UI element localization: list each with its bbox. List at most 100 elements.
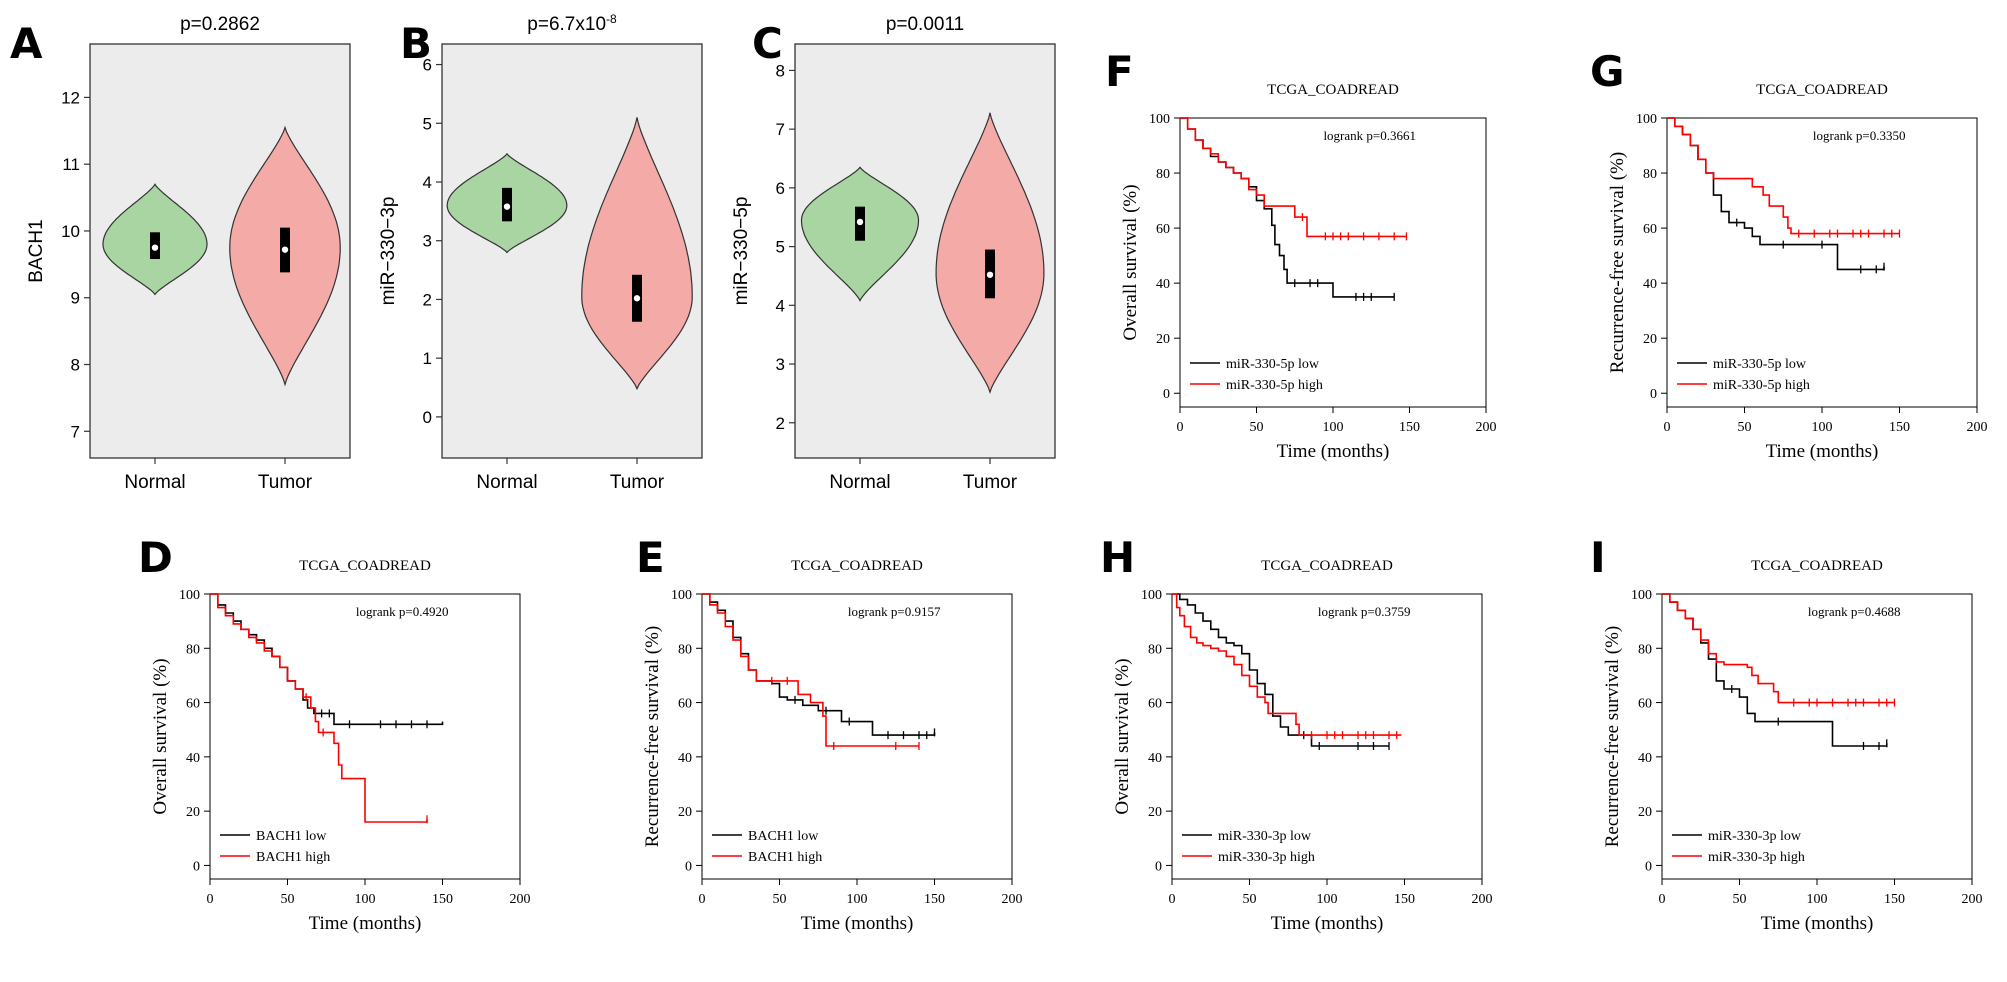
survival-curve-low bbox=[1172, 593, 1389, 747]
legend-label: BACH1 high bbox=[256, 850, 330, 865]
x-tick-label: 100 bbox=[1812, 420, 1833, 435]
panel-label: D bbox=[138, 533, 173, 582]
x-tick-label: 0 bbox=[1659, 892, 1666, 907]
x-tick-label: 200 bbox=[510, 892, 531, 907]
x-axis-label: Time (months) bbox=[1271, 913, 1384, 934]
x-tick-label: 100 bbox=[1317, 892, 1338, 907]
legend-label: BACH1 high bbox=[748, 850, 822, 865]
survival-curve-low bbox=[1180, 117, 1395, 298]
median-dot bbox=[633, 295, 641, 302]
x-tick-label: 150 bbox=[432, 892, 453, 907]
y-tick-label: 80 bbox=[1643, 167, 1657, 182]
y-tick-label: 20 bbox=[1643, 332, 1657, 347]
y-tick-label: 8 bbox=[71, 356, 80, 375]
survival-curve-high bbox=[1662, 593, 1895, 704]
x-tick-label: 50 bbox=[1738, 420, 1752, 435]
y-tick-label: 0 bbox=[685, 859, 692, 874]
x-axis-label: Time (months) bbox=[1277, 441, 1390, 462]
y-tick-label: 12 bbox=[61, 88, 80, 107]
chart-title: TCGA_COADREAD bbox=[791, 558, 923, 574]
panel-label: A bbox=[10, 19, 43, 68]
y-tick-label: 100 bbox=[671, 588, 692, 603]
y-axis-label: Recurrence-free survival (%) bbox=[642, 626, 663, 848]
chart-title: TCGA_COADREAD bbox=[1261, 558, 1393, 574]
panel-label: G bbox=[1590, 47, 1624, 96]
x-axis-label: Time (months) bbox=[309, 913, 422, 934]
panel-label: H bbox=[1100, 533, 1135, 582]
y-tick-label: 80 bbox=[1638, 642, 1652, 657]
legend-label: miR-330-3p low bbox=[1218, 829, 1312, 844]
x-tick-label: 200 bbox=[1967, 420, 1988, 435]
survival-curve-high bbox=[210, 593, 428, 823]
x-tick-label: Tumor bbox=[610, 472, 665, 493]
y-tick-label: 100 bbox=[179, 588, 200, 603]
legend-label: miR-330-5p low bbox=[1226, 357, 1320, 372]
p-value-text: p=0.0011 bbox=[886, 14, 964, 35]
x-tick-label: Normal bbox=[829, 472, 890, 493]
y-tick-label: 0 bbox=[193, 859, 200, 874]
y-tick-label: 80 bbox=[678, 642, 692, 657]
median-dot bbox=[151, 244, 159, 251]
y-tick-label: 4 bbox=[423, 173, 432, 192]
y-axis-label: miR−330−3p bbox=[378, 197, 399, 306]
p-value-text: p=6.7x10-8 bbox=[527, 12, 617, 35]
y-tick-label: 40 bbox=[1148, 751, 1162, 766]
x-tick-label: 0 bbox=[699, 892, 706, 907]
p-value-exponent: -8 bbox=[606, 12, 617, 26]
y-tick-label: 60 bbox=[1156, 222, 1170, 237]
y-tick-label: 8 bbox=[776, 61, 785, 80]
chart-title: TCGA_COADREAD bbox=[1751, 558, 1883, 574]
x-tick-label: 50 bbox=[1250, 420, 1264, 435]
panel-label: F bbox=[1105, 47, 1134, 96]
y-tick-label: 3 bbox=[776, 355, 785, 374]
logrank-text: logrank p=0.4688 bbox=[1808, 604, 1901, 619]
y-tick-label: 0 bbox=[1650, 387, 1657, 402]
y-tick-label: 60 bbox=[678, 697, 692, 712]
y-tick-label: 60 bbox=[1643, 222, 1657, 237]
y-tick-label: 7 bbox=[776, 120, 785, 139]
x-tick-label: 150 bbox=[1889, 420, 1910, 435]
y-axis-label: Overall survival (%) bbox=[1120, 184, 1141, 340]
y-tick-label: 5 bbox=[423, 114, 432, 133]
x-axis-label: Time (months) bbox=[1766, 441, 1879, 462]
y-axis-label: Overall survival (%) bbox=[1112, 658, 1133, 814]
y-tick-label: 6 bbox=[423, 56, 432, 75]
x-tick-label: Normal bbox=[476, 472, 537, 493]
x-tick-label: 150 bbox=[924, 892, 945, 907]
violin-shape-tumor bbox=[581, 117, 693, 391]
chart-title: TCGA_COADREAD bbox=[299, 558, 431, 574]
legend-label: miR-330-5p high bbox=[1226, 378, 1323, 393]
y-axis-label: Overall survival (%) bbox=[150, 658, 171, 814]
x-tick-label: Tumor bbox=[963, 472, 1018, 493]
y-tick-label: 40 bbox=[678, 751, 692, 766]
y-tick-label: 60 bbox=[1638, 697, 1652, 712]
y-tick-label: 80 bbox=[186, 642, 200, 657]
x-tick-label: 0 bbox=[207, 892, 214, 907]
y-tick-label: 100 bbox=[1141, 588, 1162, 603]
median-dot bbox=[856, 218, 864, 226]
median-dot bbox=[503, 203, 511, 210]
logrank-text: logrank p=0.4920 bbox=[356, 604, 449, 619]
logrank-text: logrank p=0.3350 bbox=[1813, 128, 1906, 143]
panel-label: I bbox=[1590, 533, 1606, 582]
x-tick-label: 0 bbox=[1664, 420, 1671, 435]
y-tick-label: 6 bbox=[776, 179, 785, 198]
legend-label: miR-330-3p high bbox=[1708, 850, 1805, 865]
legend-label: miR-330-5p high bbox=[1713, 378, 1810, 393]
legend-label: miR-330-3p high bbox=[1218, 850, 1315, 865]
legend-label: BACH1 low bbox=[256, 829, 327, 844]
y-tick-label: 20 bbox=[186, 805, 200, 820]
y-tick-label: 0 bbox=[1155, 859, 1162, 874]
y-tick-label: 0 bbox=[423, 408, 432, 427]
y-tick-label: 7 bbox=[71, 422, 80, 441]
logrank-text: logrank p=0.9157 bbox=[848, 604, 941, 619]
y-tick-label: 100 bbox=[1631, 588, 1652, 603]
y-tick-label: 100 bbox=[1149, 112, 1170, 127]
y-tick-label: 1 bbox=[423, 349, 432, 368]
